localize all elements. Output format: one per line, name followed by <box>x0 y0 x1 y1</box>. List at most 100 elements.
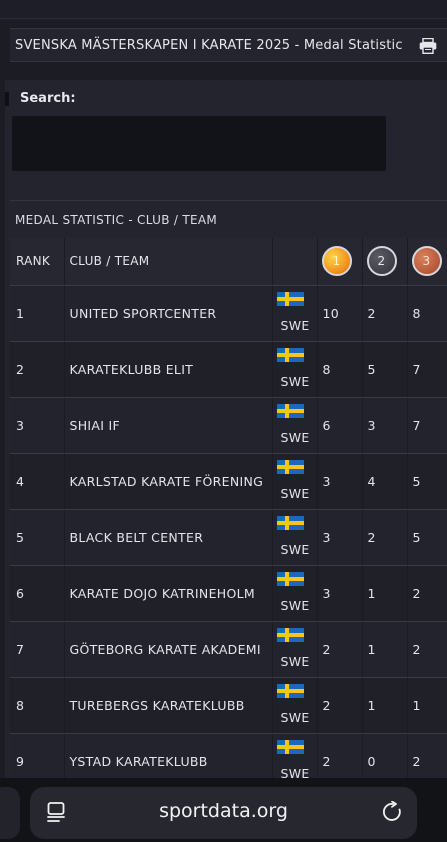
club-cell: KARATE DOJO KATRINEHOLM <box>64 565 273 622</box>
nation-cell: SWE <box>272 565 318 622</box>
gold-count: 8 <box>317 341 363 398</box>
gold-count: 6 <box>317 397 363 454</box>
rank-cell: 8 <box>10 677 65 734</box>
sweden-flag-icon <box>276 739 304 754</box>
reload-icon[interactable] <box>382 801 404 823</box>
sweden-flag-icon <box>276 571 304 586</box>
nation-code: SWE <box>280 429 310 445</box>
page-title-bar: SVENSKA MÄSTERSKAPEN I KARATE 2025 - Med… <box>10 28 447 62</box>
sweden-flag-icon <box>276 683 304 698</box>
rank-cell: 1 <box>10 285 65 342</box>
top-divider <box>0 18 447 19</box>
bronze-count: 1 <box>407 677 447 734</box>
bronze-count: 5 <box>407 509 447 566</box>
silver-count: 1 <box>362 621 408 678</box>
table-row[interactable]: 6 KARATE DOJO KATRINEHOLM SWE 3 1 2 <box>10 565 447 622</box>
printer-icon[interactable] <box>419 38 437 54</box>
column-header-bronze[interactable]: 3 <box>407 238 447 286</box>
club-cell: TUREBERGS KARATEKLUBB <box>64 677 273 734</box>
club-cell: GÖTEBORG KARATE AKADEMI <box>64 621 273 678</box>
club-cell: SHIAI IF <box>64 397 273 454</box>
bronze-count: 7 <box>407 341 447 398</box>
rank-cell: 3 <box>10 397 65 454</box>
nation-code: SWE <box>280 541 310 557</box>
section-header: MEDAL STATISTIC - CLUB / TEAM <box>10 200 447 239</box>
address-bar[interactable] <box>30 787 417 839</box>
nation-cell: SWE <box>272 397 318 454</box>
bronze-count: 7 <box>407 397 447 454</box>
search-input[interactable] <box>12 116 386 171</box>
section-title: MEDAL STATISTIC - CLUB / TEAM <box>15 213 217 227</box>
rank-cell: 7 <box>10 621 65 678</box>
sweden-flag-icon <box>276 459 304 474</box>
gold-count: 10 <box>317 285 363 342</box>
search-label: Search: <box>20 91 76 106</box>
nation-code: SWE <box>280 317 310 333</box>
club-cell: KARATEKLUBB ELIT <box>64 341 273 398</box>
nation-cell: SWE <box>272 453 318 510</box>
reader-mode-icon[interactable] <box>47 802 65 822</box>
nation-cell: SWE <box>272 621 318 678</box>
nation-cell: SWE <box>272 285 318 342</box>
table-row[interactable]: 8 TUREBERGS KARATEKLUBB SWE 2 1 1 <box>10 677 447 734</box>
page-title: SVENSKA MÄSTERSKAPEN I KARATE 2025 - Med… <box>15 37 403 53</box>
sweden-flag-icon <box>276 403 304 418</box>
nation-code: SWE <box>280 765 310 781</box>
gold-count: 3 <box>317 509 363 566</box>
table-row[interactable]: 2 KARATEKLUBB ELIT SWE 8 5 7 <box>10 341 447 398</box>
club-cell: KARLSTAD KARATE FÖRENING <box>64 453 273 510</box>
silver-count: 4 <box>362 453 408 510</box>
bronze-count: 2 <box>407 621 447 678</box>
sweden-flag-icon <box>276 291 304 306</box>
medal-table: RANK CLUB / TEAM 1 2 3 1 UNITED SPORTCEN… <box>10 238 447 790</box>
table-row[interactable]: 1 UNITED SPORTCENTER SWE 10 2 8 <box>10 285 447 342</box>
column-header-gold[interactable]: 1 <box>317 238 363 286</box>
silver-count: 2 <box>362 509 408 566</box>
silver-count: 1 <box>362 677 408 734</box>
table-row[interactable]: 7 GÖTEBORG KARATE AKADEMI SWE 2 1 2 <box>10 621 447 678</box>
silver-medal-icon: 2 <box>366 246 397 277</box>
nation-code: SWE <box>280 653 310 669</box>
sweden-flag-icon <box>276 515 304 530</box>
silver-count: 5 <box>362 341 408 398</box>
rank-cell: 2 <box>10 341 65 398</box>
column-header-rank[interactable]: RANK <box>10 238 65 286</box>
gold-count: 3 <box>317 453 363 510</box>
bronze-count: 2 <box>407 565 447 622</box>
top-strip <box>0 0 447 20</box>
rank-cell: 4 <box>10 453 65 510</box>
table-row[interactable]: 5 BLACK BELT CENTER SWE 3 2 5 <box>10 509 447 566</box>
panel-accent <box>5 92 9 106</box>
gold-medal-icon: 1 <box>321 246 352 277</box>
column-header-club[interactable]: CLUB / TEAM <box>64 238 273 286</box>
table-row[interactable]: 3 SHIAI IF SWE 6 3 7 <box>10 397 447 454</box>
column-header-nation[interactable] <box>272 238 318 286</box>
url-text[interactable]: sportdata.org <box>159 800 288 822</box>
bronze-medal-icon: 3 <box>411 246 442 277</box>
nation-cell: SWE <box>272 509 318 566</box>
rank-cell: 5 <box>10 509 65 566</box>
nation-code: SWE <box>280 373 310 389</box>
club-cell: UNITED SPORTCENTER <box>64 285 273 342</box>
previous-tab-button[interactable] <box>0 787 20 839</box>
bronze-count: 8 <box>407 285 447 342</box>
sweden-flag-icon <box>276 627 304 642</box>
rank-cell: 6 <box>10 565 65 622</box>
nation-code: SWE <box>280 597 310 613</box>
silver-count: 1 <box>362 565 408 622</box>
nation-cell: SWE <box>272 341 318 398</box>
silver-count: 3 <box>362 397 408 454</box>
bronze-count: 5 <box>407 453 447 510</box>
nation-cell: SWE <box>272 677 318 734</box>
club-cell: BLACK BELT CENTER <box>64 509 273 566</box>
column-header-silver[interactable]: 2 <box>362 238 408 286</box>
nation-code: SWE <box>280 709 310 725</box>
table-row[interactable]: 4 KARLSTAD KARATE FÖRENING SWE 3 4 5 <box>10 453 447 510</box>
nation-code: SWE <box>280 485 310 501</box>
silver-count: 2 <box>362 285 408 342</box>
gold-count: 2 <box>317 677 363 734</box>
gold-count: 3 <box>317 565 363 622</box>
sweden-flag-icon <box>276 347 304 362</box>
gold-count: 2 <box>317 621 363 678</box>
table-header-row: RANK CLUB / TEAM 1 2 3 <box>10 238 447 286</box>
